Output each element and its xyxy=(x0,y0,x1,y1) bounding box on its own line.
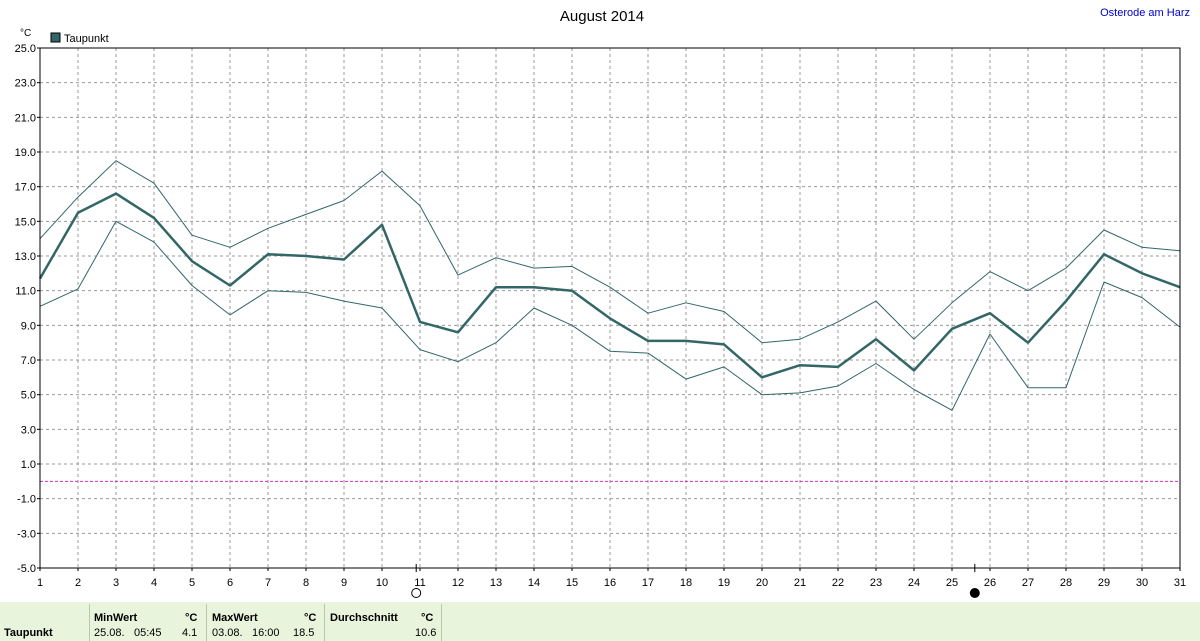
legend-label: Taupunkt xyxy=(64,33,109,45)
x-tick-label: 12 xyxy=(452,577,464,589)
max-header: MaxWert xyxy=(212,612,258,624)
x-tick-label: 23 xyxy=(870,577,882,589)
x-tick-label: 26 xyxy=(984,577,996,589)
moon-phase-markers xyxy=(411,564,980,598)
legend-swatch xyxy=(50,32,61,43)
x-tick-label: 28 xyxy=(1060,577,1072,589)
y-tick-label: 7.0 xyxy=(21,355,36,367)
grid xyxy=(40,48,1180,568)
min-date: 25.08. xyxy=(94,627,125,639)
x-tick-label: 20 xyxy=(756,577,768,589)
x-tick-label: 15 xyxy=(566,577,578,589)
statistics-bar: Taupunkt MinWert °C 25.08. 05:45 4.1 Max… xyxy=(0,602,1200,641)
x-tick-label: 24 xyxy=(908,577,920,589)
x-tick-label: 14 xyxy=(528,577,540,589)
location-label: Osterode am Harz xyxy=(1100,7,1190,19)
avg-value: 10.6 xyxy=(415,627,437,639)
x-tick-label: 16 xyxy=(604,577,616,589)
x-tick-label: 1 xyxy=(37,577,43,589)
y-axis-ticks: 25.0 23.0 21.0 19.0 17.0 15.0 13.0 11.0 9.0 7.0 5.… xyxy=(15,43,40,575)
max-date: 03.08. xyxy=(212,627,243,639)
new-moon-icon xyxy=(969,588,980,598)
x-tick-label: 27 xyxy=(1022,577,1034,589)
x-tick-label: 11 xyxy=(414,577,425,589)
y-tick-label: -5.0 xyxy=(17,563,36,575)
y-tick-label: 13.0 xyxy=(15,251,36,263)
y-tick-label: 3.0 xyxy=(21,424,36,436)
divider xyxy=(89,604,90,641)
x-tick-label: 10 xyxy=(376,577,388,589)
x-tick-label: 18 xyxy=(680,577,692,589)
x-tick-label: 17 xyxy=(642,577,654,589)
min-unit: °C xyxy=(185,612,198,624)
x-tick-label: 30 xyxy=(1136,577,1148,589)
max-unit: °C xyxy=(304,612,317,624)
x-tick-label: 3 xyxy=(113,577,119,589)
series-line-min xyxy=(39,220,1181,411)
series-lines xyxy=(38,160,1181,411)
stats-row-label: Taupunkt xyxy=(4,627,53,639)
divider xyxy=(441,604,442,641)
x-tick-label: 25 xyxy=(946,577,958,589)
y-axis-unit: °C xyxy=(20,28,31,39)
full-moon-icon xyxy=(411,588,422,598)
x-tick-label: 7 xyxy=(265,577,271,589)
plot-area xyxy=(39,47,1181,569)
x-tick-label: 4 xyxy=(151,577,157,589)
x-tick-label: 13 xyxy=(490,577,502,589)
x-tick-label: 5 xyxy=(189,577,195,589)
x-axis-ticks: 1 2 3 4 5 6 7 8 9 10 11 12 13 14 15 16 17 18 19 20 21 22 23 24 2… xyxy=(37,568,1186,589)
y-tick-label: 11.0 xyxy=(15,286,36,298)
y-tick-label: 1.0 xyxy=(21,459,36,471)
x-tick-label: 8 xyxy=(303,577,309,589)
y-tick-label: 23.0 xyxy=(15,78,36,90)
y-tick-label: -3.0 xyxy=(17,528,36,540)
divider xyxy=(206,604,207,641)
min-value: 4.1 xyxy=(182,627,198,639)
x-tick-label: 19 xyxy=(718,577,730,589)
y-tick-label: 9.0 xyxy=(21,320,36,332)
series-line-mean xyxy=(38,192,1181,379)
avg-unit: °C xyxy=(421,612,434,624)
y-tick-label: 5.0 xyxy=(21,390,36,402)
min-header: MinWert xyxy=(94,612,138,624)
x-tick-label: 22 xyxy=(832,577,844,589)
avg-header: Durchschnitt xyxy=(330,612,398,624)
y-tick-label: -1.0 xyxy=(17,494,36,506)
x-tick-label: 2 xyxy=(75,577,81,589)
x-tick-label: 29 xyxy=(1098,577,1110,589)
x-tick-label: 31 xyxy=(1174,577,1186,589)
max-time: 16:00 xyxy=(252,627,280,639)
chart-title: August 2014 xyxy=(560,8,644,25)
y-tick-label: 25.0 xyxy=(15,43,36,55)
x-tick-label: 6 xyxy=(227,577,233,589)
dew-point-chart: August 2014 Osterode am Harz °C Taupunkt… xyxy=(15,7,1190,598)
series-line-max xyxy=(39,160,1181,344)
min-time: 05:45 xyxy=(134,627,162,639)
max-value: 18.5 xyxy=(293,627,315,639)
divider xyxy=(324,604,325,641)
y-tick-label: 21.0 xyxy=(15,112,36,124)
x-tick-label: 21 xyxy=(794,577,806,589)
y-tick-label: 17.0 xyxy=(15,182,36,194)
y-tick-label: 19.0 xyxy=(15,147,36,159)
x-tick-label: 9 xyxy=(341,577,347,589)
y-tick-label: 15.0 xyxy=(15,216,36,228)
